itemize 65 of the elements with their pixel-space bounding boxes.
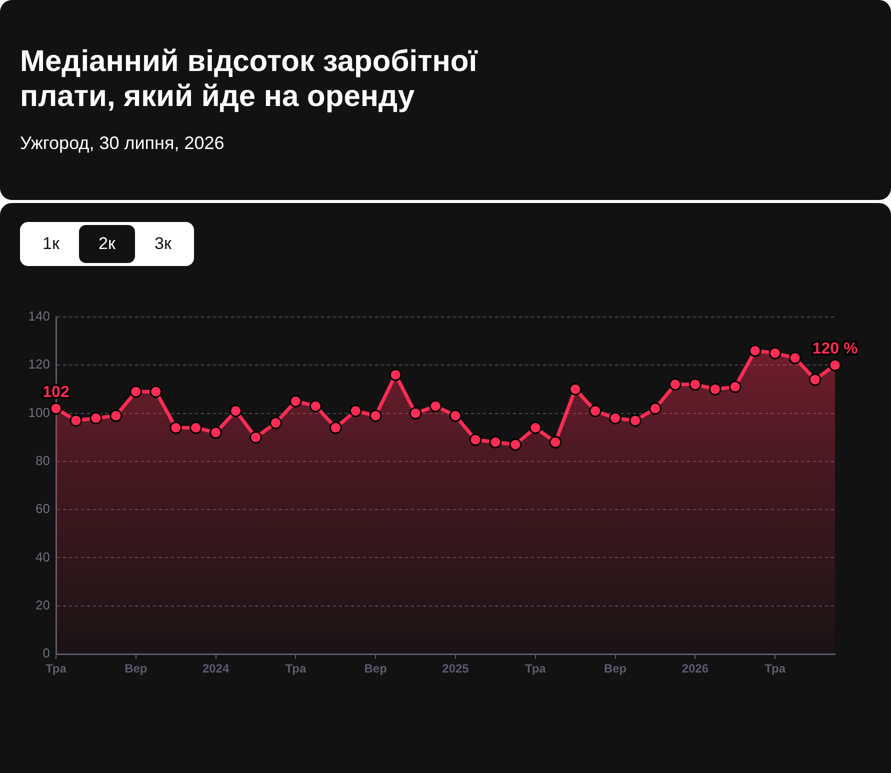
- y-tick-label: 120: [28, 356, 50, 372]
- point: [708, 382, 722, 396]
- point: [589, 404, 602, 418]
- chart-title: Медіанний відсоток заробітної плати, який йде на оренду: [20, 44, 479, 114]
- point: [728, 380, 742, 394]
- point: [170, 421, 182, 434]
- x-tick-label: 2024: [202, 662, 230, 676]
- x-tick-label: Тра: [46, 662, 67, 676]
- data-label: 102: [42, 384, 70, 401]
- point: [768, 346, 782, 360]
- point: [329, 421, 342, 434]
- y-tick-label: 0: [42, 646, 50, 661]
- point: [289, 395, 302, 408]
- x-tick-label: Вер: [364, 662, 387, 676]
- point: [529, 421, 542, 434]
- tab-button[interactable]: 3к: [135, 225, 191, 263]
- point: [70, 414, 82, 427]
- tab-button[interactable]: 2к: [79, 225, 135, 263]
- y-tick-label: 80: [36, 453, 50, 468]
- point: [190, 421, 202, 434]
- x-tick-label: Тра: [285, 662, 306, 676]
- point: [469, 434, 482, 446]
- point: [489, 436, 502, 448]
- point: [150, 385, 162, 398]
- y-tick-label: 140: [28, 308, 50, 324]
- point: [788, 352, 802, 364]
- point: [130, 385, 142, 398]
- point: [648, 402, 662, 415]
- point: [50, 402, 62, 415]
- point: [369, 409, 382, 422]
- point: [808, 373, 822, 386]
- x-tick-label: Тра: [524, 662, 546, 676]
- x-tick-label: Вер: [604, 662, 627, 676]
- point: [609, 412, 622, 424]
- y-tick-label: 60: [36, 501, 50, 516]
- point: [449, 409, 462, 422]
- point: [828, 358, 842, 372]
- point: [230, 404, 242, 418]
- point: [349, 404, 362, 418]
- x-tick-label: 2025: [442, 662, 470, 676]
- point: [90, 412, 102, 424]
- point: [249, 431, 262, 444]
- point: [269, 416, 282, 430]
- point: [549, 436, 562, 448]
- point: [409, 407, 422, 420]
- point: [668, 378, 682, 391]
- point: [429, 400, 442, 412]
- y-tick-label: 40: [36, 549, 50, 564]
- point: [309, 400, 322, 412]
- tab-button[interactable]: 1к: [23, 225, 79, 263]
- point: [569, 382, 582, 396]
- point: [748, 344, 762, 357]
- y-tick-label: 100: [28, 404, 50, 420]
- point: [509, 438, 522, 451]
- x-tick-label: 2026: [682, 662, 709, 676]
- point: [110, 409, 122, 422]
- x-tick-label: Тра: [764, 662, 786, 676]
- point: [389, 368, 402, 382]
- point: [629, 414, 642, 427]
- y-tick-label: 20: [36, 597, 50, 612]
- chart-subtitle: Ужгород, 30 липня, 2026: [20, 133, 224, 153]
- x-tick-label: Вер: [124, 662, 148, 676]
- point: [210, 426, 222, 439]
- point: [688, 378, 702, 391]
- data-label: 120 %: [812, 340, 858, 358]
